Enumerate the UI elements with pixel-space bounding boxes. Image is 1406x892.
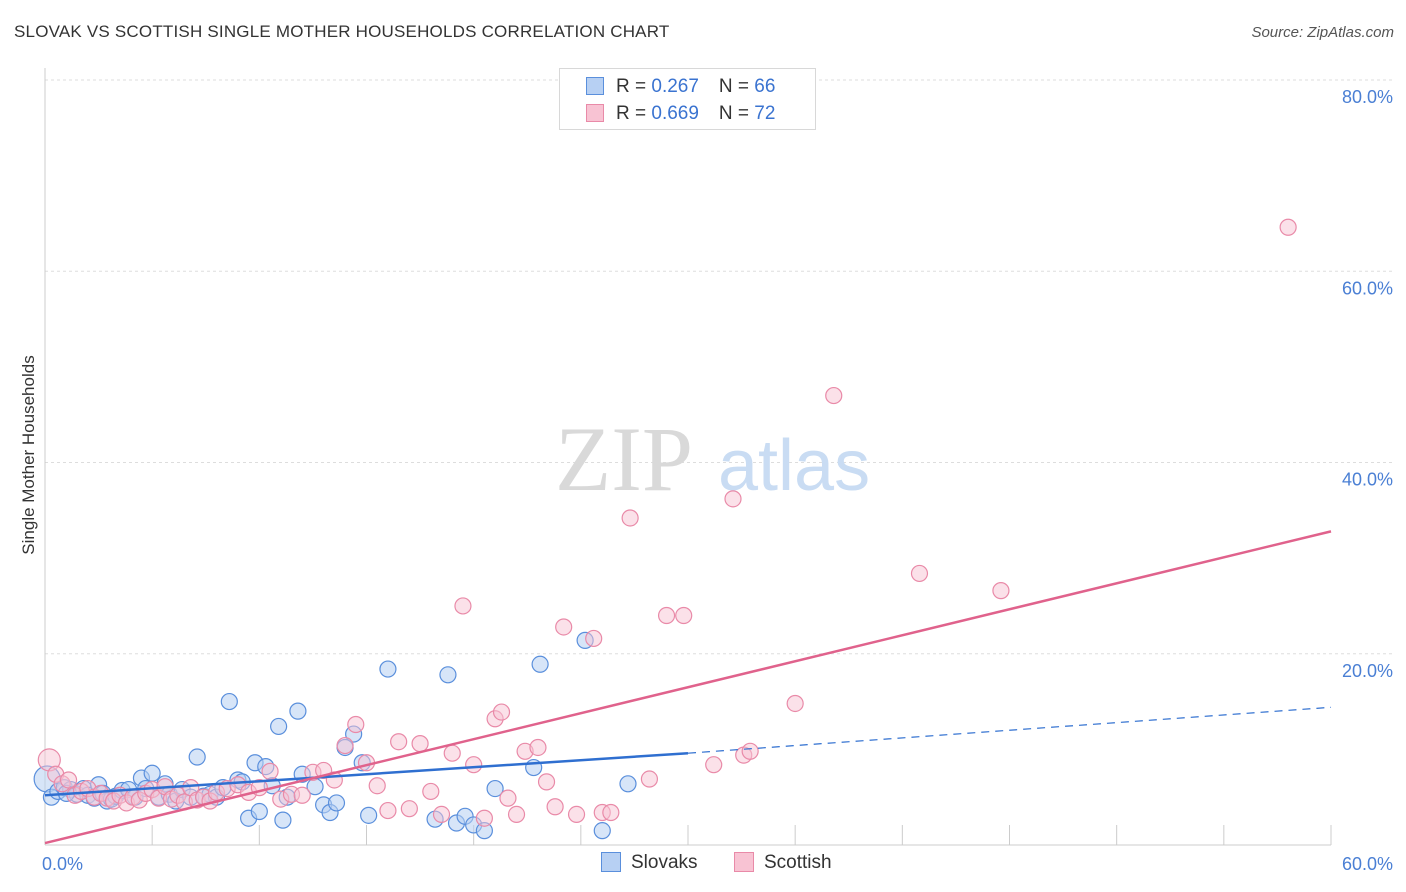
point-scottish [390,733,408,751]
point-scottish [567,805,586,824]
point-slovaks [220,692,238,711]
point-slovaks [360,806,378,824]
point-scottish [454,597,472,615]
bottom-legend-scottish: Scottish [734,852,832,874]
point-slovaks [593,822,611,840]
legend-r-label: R = [616,76,652,97]
point-scottish [400,800,418,818]
point-slovaks [327,794,346,812]
series-scottish-points [37,218,1297,827]
point-scottish [825,386,843,405]
point-scottish [910,564,929,583]
watermark: ZIP atlas [555,408,870,510]
point-scottish [475,809,493,827]
point-scottish [546,798,564,816]
trend-line-slovaks [44,751,689,797]
trend-lines [44,530,1332,845]
point-slovaks [188,748,206,766]
y-tick-label: 60.0% [1342,278,1393,298]
point-scottish [336,736,354,755]
source-label: Source: ZipAtlas.com [1251,24,1394,41]
point-scottish [492,703,511,721]
y-tick-label: 80.0% [1342,87,1393,107]
legend-swatch-slovaks [586,77,604,95]
point-scottish [422,782,440,801]
point-scottish [621,509,639,527]
point-scottish [555,618,573,636]
legend-n-label: N = [718,76,755,97]
point-slovaks [531,655,549,673]
point-slovaks [379,660,397,678]
point-scottish [640,770,659,788]
point-scottish [507,805,526,824]
point-slovaks [619,775,637,793]
point-scottish [379,801,397,820]
legend-r-value: 0.669 [651,103,699,124]
point-scottish [657,606,676,625]
legend-r-label: R = [616,103,652,124]
point-slovaks [439,666,457,684]
point-scottish [585,629,603,648]
watermark-zip: ZIP [555,408,693,510]
point-scottish [529,738,547,757]
bottom-legend-label-slovaks: Slovaks [631,852,698,873]
y-tick-labels: 20.0% 40.0% 60.0% 80.0% [1342,87,1393,681]
bottom-legend-slovaks: Slovaks [601,852,698,874]
point-slovaks [143,764,161,782]
point-scottish [411,735,429,753]
point-slovaks [289,702,307,720]
point-scottish [368,777,386,795]
x-tick-labels: 0.0% 60.0% [42,854,1393,874]
point-slovaks [270,717,288,736]
point-slovaks [250,802,268,821]
point-scottish [705,756,723,774]
point-slovaks [274,811,292,829]
grid-lines [45,79,1392,655]
point-scottish [443,744,461,762]
point-scottish [675,606,693,625]
y-tick-label: 20.0% [1342,661,1393,681]
legend-n-value: 66 [754,76,776,97]
legend-n-value: 72 [754,103,776,124]
watermark-atlas: atlas [718,426,870,506]
y-tick-label: 40.0% [1342,470,1393,490]
bottom-legend-swatch-scottish [734,852,754,872]
x-tick-label: 60.0% [1342,854,1393,874]
point-scottish [432,805,451,824]
point-scottish [261,762,279,780]
bottom-legend-swatch-slovaks [601,852,621,872]
point-scottish [499,789,517,807]
point-scottish [537,773,556,791]
point-scottish [602,803,620,822]
legend-n-label: N = [718,103,755,124]
legend-r-value: 0.267 [651,76,699,97]
y-axis-label: Single Mother Households [19,355,38,554]
trend-line-slovaks-extension [687,706,1332,754]
x-tick-label: 0.0% [42,854,83,874]
bottom-legend-label-scottish: Scottish [764,852,832,873]
point-scottish [992,582,1010,600]
legend: R = 0.267 N = 66 R = 0.669 N = 72 [559,68,816,130]
point-scottish [347,715,365,734]
chart-title: SLOVAK VS SCOTTISH SINGLE MOTHER HOUSEHO… [14,22,670,41]
point-scottish [1279,218,1297,236]
point-slovaks [486,779,504,798]
point-scottish [465,756,483,774]
point-scottish [786,694,804,713]
legend-row-slovaks: R = 0.267 N = 66 [586,76,775,98]
legend-swatch-scottish [586,104,604,122]
point-scottish [59,771,78,789]
axes [44,68,1332,846]
legend-row-scottish: R = 0.669 N = 72 [586,103,775,125]
point-scottish [293,786,311,804]
point-scottish [724,490,742,508]
point-scottish [741,742,759,760]
trend-line-scottish [44,530,1332,845]
